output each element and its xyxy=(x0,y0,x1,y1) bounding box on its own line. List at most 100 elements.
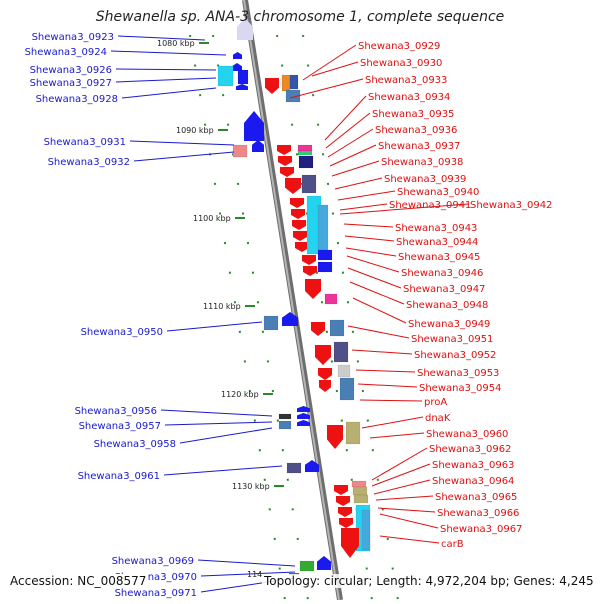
gene-feature-box xyxy=(263,315,279,331)
gene-arrow-reverse xyxy=(303,266,317,276)
leader-line xyxy=(351,349,413,355)
gene-label-right[interactable]: Shewana3_0948 xyxy=(406,300,488,311)
gene-arrow-reverse xyxy=(278,156,292,166)
gene-label-right[interactable]: Shewana3_0945 xyxy=(398,252,480,263)
gene-arrow-reverse xyxy=(302,255,316,265)
leader-line xyxy=(375,495,434,501)
leader-line xyxy=(166,321,263,332)
gene-label-right[interactable]: Shewana3_0964 xyxy=(432,476,514,487)
gene-label-right[interactable]: Shewana3_0960 xyxy=(426,429,508,440)
gene-label-right[interactable]: Shewana3_0941 xyxy=(389,200,471,211)
leader-line xyxy=(331,160,380,177)
gene-arrow-forward xyxy=(252,140,264,152)
gene-arrow-reverse xyxy=(338,507,352,517)
gene-arrow-reverse xyxy=(293,231,307,241)
tick-label: 1130 kbp xyxy=(232,482,270,491)
gene-label-right[interactable]: Shewana3_0947 xyxy=(403,284,485,295)
leader-line xyxy=(133,151,235,162)
tick-label: 1110 kbp xyxy=(203,302,241,311)
leader-line xyxy=(355,369,416,373)
gene-label-left[interactable]: Shewana3_0950 xyxy=(81,327,163,338)
gene-arrow-reverse xyxy=(339,518,353,528)
gene-label-right[interactable]: Shewana3_0937 xyxy=(378,141,460,152)
leader-line xyxy=(160,409,273,417)
gene-label-right[interactable]: Shewana3_0965 xyxy=(435,492,517,503)
gene-label-left[interactable]: Shewana3_0927 xyxy=(30,78,112,89)
gene-label-right[interactable]: Shewana3_0934 xyxy=(368,92,450,103)
leader-line xyxy=(377,507,436,513)
gene-label-left[interactable]: Shewana3_0957 xyxy=(79,421,161,432)
gene-arrow-forward xyxy=(232,63,242,71)
gene-arrow-forward xyxy=(317,556,331,570)
gene-feature-box xyxy=(217,65,234,87)
gene-label-left[interactable]: Shewana3_0926 xyxy=(30,65,112,76)
leader-line xyxy=(197,559,296,567)
gene-arrow-reverse xyxy=(311,322,325,336)
gene-arrow-reverse xyxy=(305,279,321,299)
gene-label-right[interactable]: Shewana3_0949 xyxy=(408,319,490,330)
gene-feature-box xyxy=(317,249,333,261)
leader-line xyxy=(200,571,296,577)
leader-line xyxy=(357,383,418,388)
gene-label-right[interactable]: Shewana3_0930 xyxy=(360,58,442,69)
gene-label-right[interactable]: Shewana3_0954 xyxy=(419,383,501,394)
gene-label-left[interactable]: Shewana3_0956 xyxy=(75,406,157,417)
gene-label-left[interactable]: Shewana3_0969 xyxy=(112,556,194,567)
gene-label-right[interactable]: Shewana3_0944 xyxy=(396,237,478,248)
gene-arrow-forward xyxy=(282,312,298,326)
gene-label-left[interactable]: Shewana3_0961 xyxy=(78,471,160,482)
gene-label-right[interactable]: Shewana3_0942 xyxy=(470,200,552,211)
gene-label-right[interactable]: proA xyxy=(424,397,447,408)
leader-line xyxy=(347,325,410,339)
summary-text: Topology: circular; Length: 4,972,204 bp… xyxy=(262,574,596,588)
gene-feature-box xyxy=(324,293,338,305)
gene-label-right[interactable]: Shewana3_0929 xyxy=(358,41,440,52)
gene-label-right[interactable]: Shewana3_0940 xyxy=(397,187,479,198)
gene-arrow-reverse xyxy=(336,496,350,506)
leader-line xyxy=(359,399,423,402)
gene-feature-box xyxy=(299,560,315,572)
gene-label-left[interactable]: Shewana3_0970 xyxy=(115,572,197,583)
gene-label-right[interactable]: Shewana3_0953 xyxy=(417,368,499,379)
gene-label-left[interactable]: Shewana3_0958 xyxy=(94,439,176,450)
gene-label-right[interactable]: Shewana3_0963 xyxy=(432,460,514,471)
gene-label-right[interactable]: Shewana3_0946 xyxy=(401,268,483,279)
leader-line xyxy=(325,112,371,149)
gene-feature-box xyxy=(317,204,329,251)
gene-label-left[interactable]: Shewana3_0924 xyxy=(25,47,107,58)
leader-line xyxy=(346,255,400,273)
leader-line xyxy=(334,177,383,190)
gene-label-left[interactable]: Shewana3_0931 xyxy=(44,137,126,148)
gene-arrow-reverse xyxy=(341,528,359,558)
gene-arrow-forward xyxy=(233,52,242,59)
gene-label-right[interactable]: Shewana3_0951 xyxy=(411,334,493,345)
tick-label: 1100 kbp xyxy=(193,214,231,223)
gene-label-left[interactable]: Shewana3_0932 xyxy=(48,157,130,168)
leader-line xyxy=(344,235,395,242)
gene-label-right[interactable]: Shewana3_0933 xyxy=(365,75,447,86)
leader-line xyxy=(349,281,405,305)
gene-feature-box xyxy=(351,480,367,488)
leader-line xyxy=(327,128,374,158)
gene-label-right[interactable]: Shewana3_0943 xyxy=(395,223,477,234)
gene-label-right[interactable]: carB xyxy=(441,539,464,550)
gene-label-left[interactable]: Shewana3_0928 xyxy=(36,94,118,105)
gene-label-right[interactable]: Shewana3_0938 xyxy=(381,157,463,168)
gene-label-right[interactable]: Shewana3_0962 xyxy=(429,444,511,455)
gene-feature-box xyxy=(237,69,249,85)
gene-label-right[interactable]: Shewana3_0967 xyxy=(440,524,522,535)
gene-feature-box xyxy=(339,377,355,401)
gene-label-left[interactable]: Shewana3_0923 xyxy=(32,32,114,43)
gene-label-right[interactable]: Shewana3_0939 xyxy=(384,174,466,185)
gene-label-right[interactable]: Shewana3_0952 xyxy=(414,350,496,361)
leader-line xyxy=(115,68,217,71)
leader-line xyxy=(371,447,428,481)
gene-label-right[interactable]: Shewana3_0966 xyxy=(437,508,519,519)
gene-label-left[interactable]: Shewana3_0971 xyxy=(115,588,197,599)
gene-label-right[interactable]: dnaK xyxy=(425,413,451,424)
gene-feature-box xyxy=(232,144,248,158)
gene-label-right[interactable]: Shewana3_0936 xyxy=(375,125,457,136)
gene-feature-box xyxy=(281,74,291,92)
gene-arrow-reverse xyxy=(280,167,294,177)
gene-label-right[interactable]: Shewana3_0935 xyxy=(372,109,454,120)
